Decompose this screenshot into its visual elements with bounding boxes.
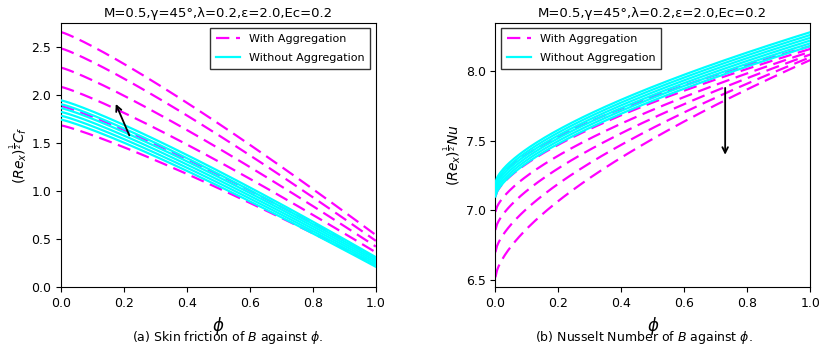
With Aggregation [115,144,125,148]
Without Aggregation [549,144,559,148]
Line: With Aggregation: With Aggregation [495,60,810,277]
With Aggregation [355,255,365,259]
With Aggregation [789,65,799,69]
X-axis label: $\phi$: $\phi$ [647,315,659,337]
With Aggregation [778,70,788,75]
Legend: With Aggregation, Without Aggregation: With Aggregation, Without Aggregation [501,28,661,69]
With Aggregation [574,183,584,188]
With Aggregation [503,248,513,252]
With Aggregation [370,263,380,267]
With Aggregation [140,154,150,158]
Without Aggregation [509,170,519,174]
Line: Without Aggregation: Without Aggregation [61,120,375,267]
Without Aggregation [805,44,815,48]
With Aggregation [805,58,815,62]
With Aggregation [69,127,79,131]
Text: (a) Skin friction of $B$ against $\phi$.: (a) Skin friction of $B$ against $\phi$. [131,329,323,346]
Title: M=0.5,γ=45°,λ=0.2,ε=2.0,Ec=0.2: M=0.5,γ=45°,λ=0.2,ε=2.0,Ec=0.2 [104,7,333,20]
Without Aggregation [344,250,354,254]
Line: Without Aggregation: Without Aggregation [495,46,810,196]
Without Aggregation [115,139,125,143]
Without Aggregation [370,265,380,269]
Without Aggregation [56,118,66,122]
Without Aggregation [490,194,500,198]
Without Aggregation [140,150,150,154]
With Aggregation [75,129,85,133]
Line: With Aggregation: With Aggregation [61,125,375,265]
Without Aggregation [574,131,584,135]
Without Aggregation [355,256,365,260]
With Aggregation [344,249,354,253]
Text: (b) Nusselt Number of $B$ against $\phi$.: (b) Nusselt Number of $B$ against $\phi$… [535,329,753,346]
With Aggregation [490,275,500,279]
With Aggregation [549,202,559,206]
X-axis label: $\phi$: $\phi$ [213,315,225,337]
Without Aggregation [778,52,788,57]
Y-axis label: $(Re_x)^{\frac{1}{2}}Nu$: $(Re_x)^{\frac{1}{2}}Nu$ [441,124,463,186]
With Aggregation [56,123,66,127]
Without Aggregation [789,49,799,53]
Without Aggregation [75,123,85,127]
Without Aggregation [503,176,513,180]
Without Aggregation [69,121,79,125]
Title: M=0.5,γ=45°,λ=0.2,ε=2.0,Ec=0.2: M=0.5,γ=45°,λ=0.2,ε=2.0,Ec=0.2 [538,7,767,20]
With Aggregation [509,240,519,244]
Legend: With Aggregation, Without Aggregation: With Aggregation, Without Aggregation [210,28,370,69]
Y-axis label: $(Re_x)^{\frac{1}{2}}C_f$: $(Re_x)^{\frac{1}{2}}C_f$ [7,126,29,183]
